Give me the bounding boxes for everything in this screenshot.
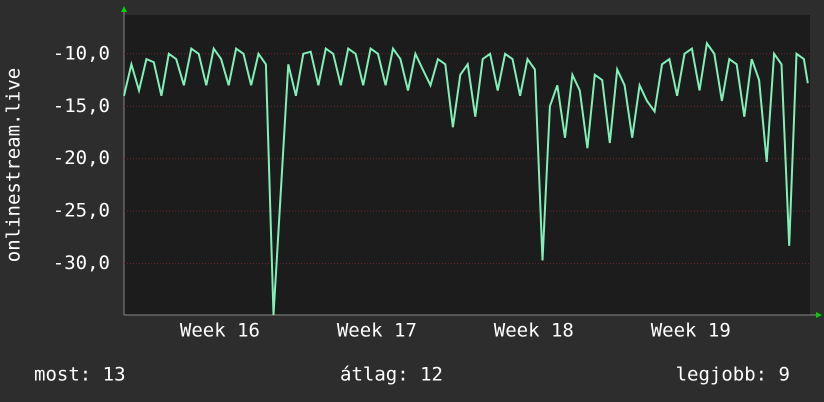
y-arrow	[121, 6, 127, 12]
series-line	[123, 40, 809, 316]
x-arrow	[816, 312, 822, 318]
footer-avg: átlag: 12	[340, 364, 443, 386]
y-axis-label: onlinestream.live	[3, 68, 25, 262]
y-tick-label: -25,0	[53, 200, 110, 222]
y-tick-label: -15,0	[53, 95, 110, 117]
x-tick-label: Week 19	[651, 320, 731, 342]
x-tick-label: Week 16	[180, 320, 260, 342]
x-tick-label: Week 18	[494, 320, 574, 342]
y-tick-label: -30,0	[53, 252, 110, 274]
y-tick-label: -20,0	[53, 147, 110, 169]
y-tick-label: -10,0	[53, 42, 110, 64]
footer-now: most: 13	[34, 364, 126, 386]
footer-best: legjobb: 9	[676, 364, 790, 386]
x-tick-label: Week 17	[337, 320, 417, 342]
plot-area	[124, 15, 810, 315]
